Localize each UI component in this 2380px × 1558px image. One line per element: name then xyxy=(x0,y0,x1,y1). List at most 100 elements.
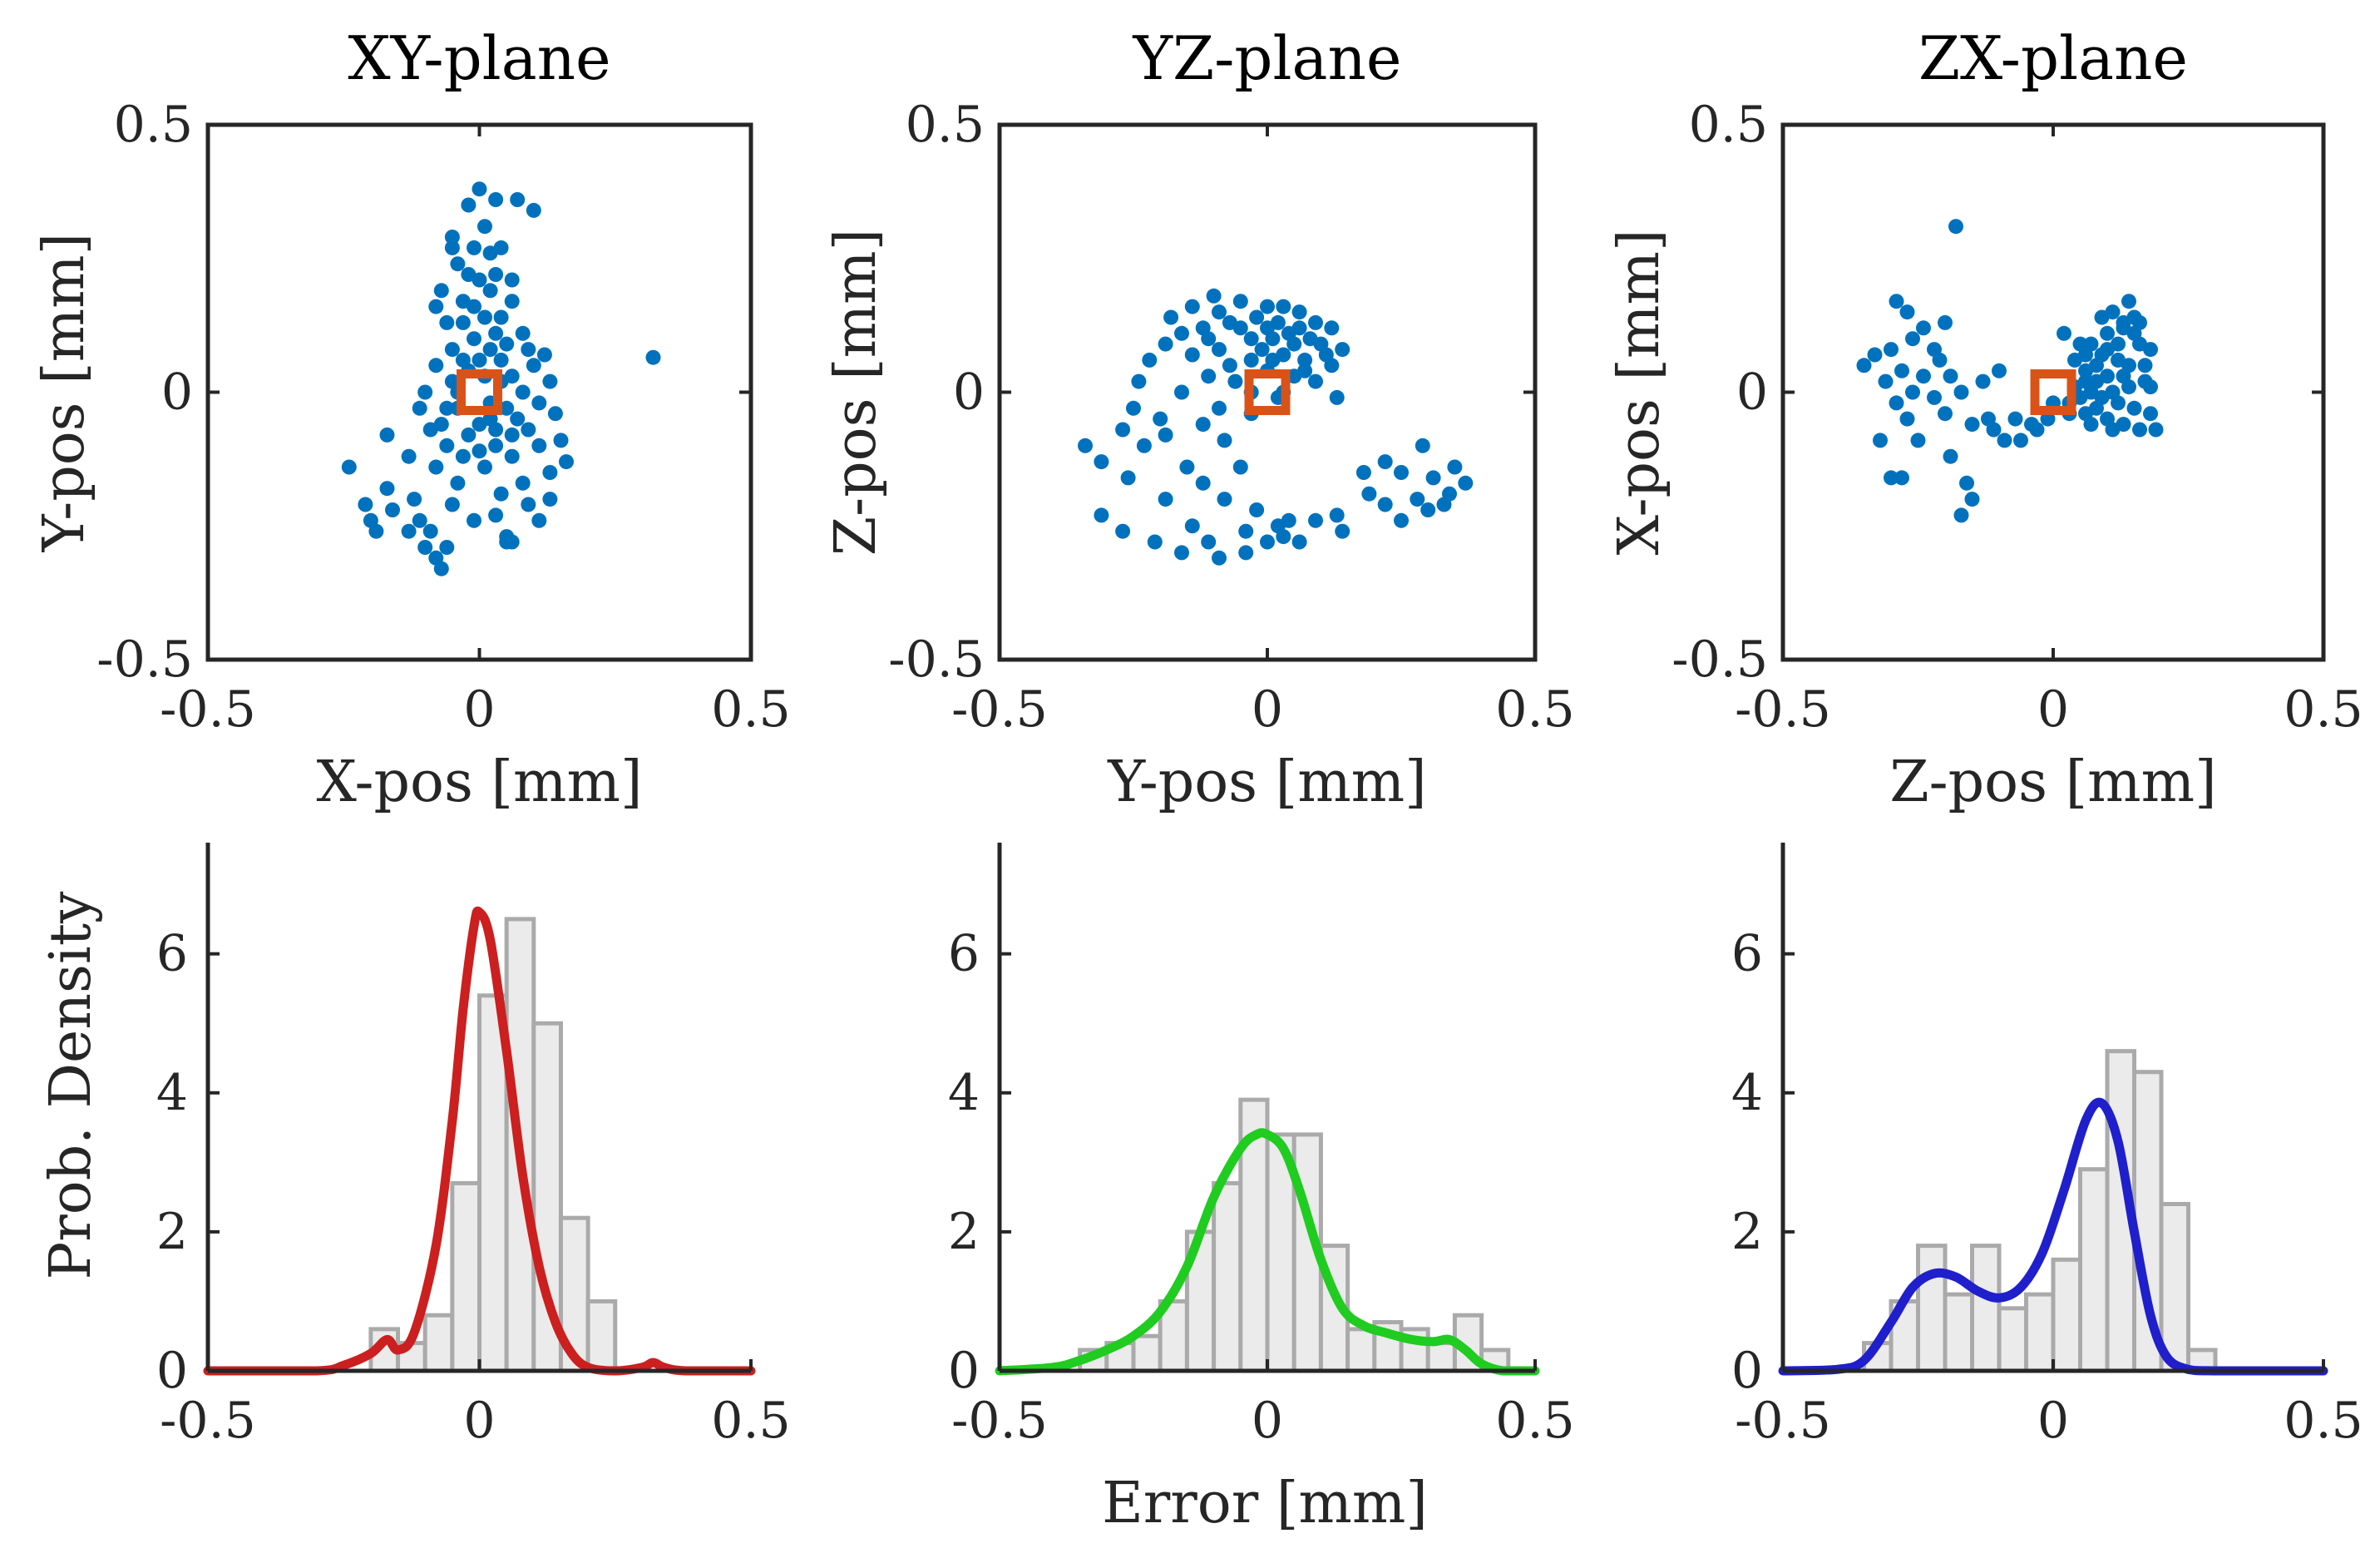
scatter-point xyxy=(521,497,536,512)
scatter-point xyxy=(439,400,455,416)
panel-title: ZX-plane xyxy=(1918,23,2188,93)
scatter-point xyxy=(444,342,460,358)
y-tick-label: 6 xyxy=(948,925,980,983)
scatter-point xyxy=(1964,417,1980,433)
scatter-point xyxy=(358,497,373,512)
scatter-point xyxy=(499,336,515,352)
x-tick-label: 0 xyxy=(463,1392,495,1450)
histogram-bar xyxy=(1997,1306,2028,1373)
scatter-point xyxy=(488,438,504,453)
y-tick-label: -0.5 xyxy=(1671,631,1768,689)
scatter-point xyxy=(559,454,574,470)
scatter-point xyxy=(1212,400,1227,416)
scatter-point xyxy=(1997,433,2012,448)
x-tick-label: 0.5 xyxy=(1495,680,1574,739)
scatter-point xyxy=(461,197,476,213)
kde-curve xyxy=(995,1128,1540,1376)
histogram-bars xyxy=(1862,1049,2218,1373)
y-tick-label: 2 xyxy=(948,1203,980,1261)
x-tick-label: -0.5 xyxy=(160,680,256,739)
plot-frame xyxy=(1780,122,2326,662)
scatter-point xyxy=(477,219,492,235)
scatter-point xyxy=(1260,534,1275,550)
origin-marker xyxy=(1244,369,1291,415)
scatter-point xyxy=(526,358,541,373)
scatter-point xyxy=(1878,373,1894,389)
scatter-point xyxy=(472,443,487,459)
scatter-point xyxy=(531,395,547,411)
y-tick-label: 4 xyxy=(1731,1064,1763,1122)
scatter-point xyxy=(1227,373,1243,389)
scatter-point xyxy=(2116,314,2131,330)
scatter-point xyxy=(504,294,520,309)
scatter-point xyxy=(1195,417,1211,433)
scatter-point xyxy=(1981,411,1996,427)
scatter-point xyxy=(1361,486,1377,502)
scatter-point xyxy=(422,523,438,539)
scatter-point xyxy=(499,400,515,416)
scatter-point xyxy=(493,486,509,502)
x-tick-label: 0.5 xyxy=(2284,680,2363,739)
scatter-point xyxy=(2100,342,2115,358)
scatter-point xyxy=(1927,389,1942,405)
scatter-point xyxy=(2121,294,2136,309)
y-tick-label: 0.5 xyxy=(114,96,193,154)
x-axis-label: Z-pos [mm] xyxy=(1889,749,2216,815)
scatter-point xyxy=(488,325,504,341)
scatter-point xyxy=(472,352,487,368)
x-tick-label: 0 xyxy=(463,680,495,739)
histogram-bar xyxy=(1346,1327,1377,1373)
scatter-point xyxy=(1120,470,1136,486)
y-tick-label: 0 xyxy=(161,364,193,422)
scatter-point xyxy=(1163,309,1179,325)
scatter-point xyxy=(1126,400,1141,416)
panel-1: XY-plane -0.5 0 0.5 -0.5 0 0.5 X-pos [mm] Y-pos … xyxy=(32,23,791,815)
scatter-point xyxy=(1884,470,1899,486)
scatter-point xyxy=(488,422,504,438)
scatter-point xyxy=(412,512,427,528)
scatter-point xyxy=(467,331,481,347)
scatter-point xyxy=(510,411,526,427)
scatter-point xyxy=(1420,502,1436,517)
scatter-point xyxy=(1249,309,1265,325)
scatter-point xyxy=(1302,331,1318,347)
scatter-point xyxy=(1425,470,1441,486)
scatter-point xyxy=(2094,309,2110,325)
scatter-point xyxy=(1894,363,1909,378)
scatter-point xyxy=(1281,325,1296,341)
scatter-point xyxy=(2024,417,2039,433)
scatter-point xyxy=(1260,299,1275,314)
scatter-point xyxy=(1243,331,1259,347)
scatter-point xyxy=(450,256,466,272)
scatter-point xyxy=(2083,417,2099,433)
histogram-bar xyxy=(1212,1180,1243,1373)
scatter-point xyxy=(433,417,449,433)
histogram-bars xyxy=(1078,1097,1511,1373)
scatter-point xyxy=(1147,534,1163,550)
y-axis-label: X-pos [mm] xyxy=(1607,230,1672,556)
y-tick-label: 0 xyxy=(156,1342,188,1400)
scatter-point xyxy=(1212,304,1227,320)
x-axis-label: X-pos [mm] xyxy=(317,749,643,815)
scatter-point xyxy=(439,314,455,330)
scatter-point xyxy=(477,309,492,325)
y-tick-label: 2 xyxy=(1731,1203,1763,1261)
scatter-point xyxy=(450,475,466,491)
histogram-bar xyxy=(2078,1167,2110,1373)
scatter-point xyxy=(1201,331,1217,347)
scatter-point xyxy=(1959,475,1974,491)
y-tick-label: 0 xyxy=(948,1342,980,1400)
scatter-point xyxy=(493,309,509,325)
scatter-point xyxy=(1115,422,1131,438)
scatter-point xyxy=(1184,347,1200,363)
scatter-point xyxy=(521,422,536,438)
scatter-point xyxy=(1254,342,1270,358)
scatter-point xyxy=(439,540,455,555)
scatter-point xyxy=(1232,294,1248,309)
scatter-point xyxy=(510,192,526,207)
plot-frame xyxy=(205,122,753,662)
scatter-point xyxy=(401,448,417,464)
scatter-point xyxy=(2089,373,2104,389)
scatter-point xyxy=(472,181,487,197)
